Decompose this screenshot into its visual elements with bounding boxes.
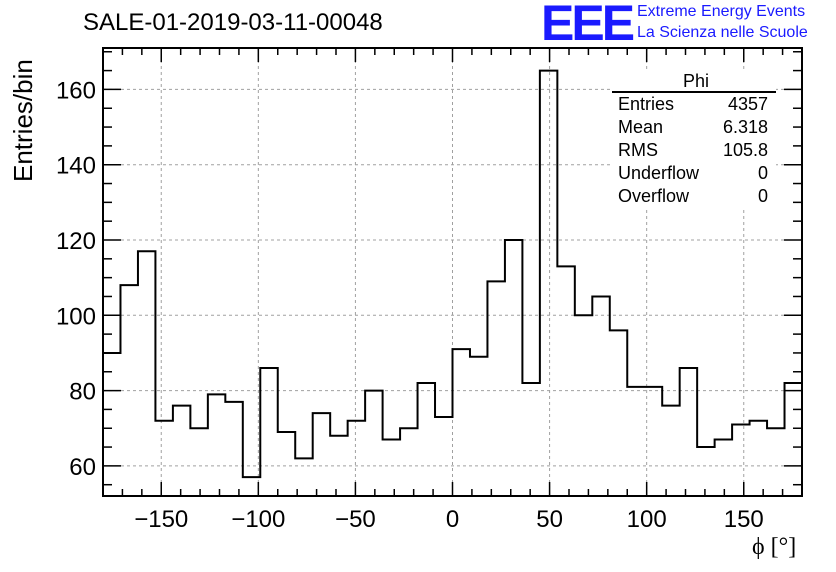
stats-value: 105.8 <box>722 140 768 160</box>
histogram-bin <box>138 251 155 496</box>
histogram-bin <box>190 428 207 496</box>
x-tick-labels: −150 −100 −50 0 50 100 150 <box>134 506 764 533</box>
x-tick-label: 150 <box>724 506 764 533</box>
histogram-bin <box>365 391 382 496</box>
stats-row-entries: Entries 4357 <box>612 93 776 116</box>
chart-title: SALE-01-2019-03-11-00048 <box>83 9 383 36</box>
stats-value: 6.318 <box>722 117 768 137</box>
histogram-bin <box>645 387 662 496</box>
histogram-bin <box>575 315 592 496</box>
histogram-bin <box>522 383 539 496</box>
histogram-bin <box>400 428 417 496</box>
histogram-bin <box>487 281 504 496</box>
histogram-bin <box>505 240 522 496</box>
stats-row-underflow: Underflow 0 <box>612 162 776 185</box>
histogram-bin <box>418 383 435 496</box>
stats-label: Overflow <box>618 186 690 206</box>
histogram-bin <box>453 349 470 496</box>
stats-title: Phi <box>612 71 776 93</box>
histogram-bin <box>313 413 330 496</box>
x-axis-label: ϕ [°] <box>752 534 797 560</box>
y-axis-label: Entries/bin <box>8 59 38 182</box>
x-tick-label: 100 <box>627 506 667 533</box>
x-tick-label: −150 <box>134 506 188 533</box>
stats-label: Mean <box>618 117 664 137</box>
y-tick-label: 80 <box>69 379 96 406</box>
stats-row-overflow: Overflow 0 <box>612 185 776 208</box>
histogram-bin <box>732 424 749 496</box>
stats-value: 0 <box>757 163 768 183</box>
eee-logo: EEE <box>541 0 635 51</box>
histogram-bin <box>767 428 784 496</box>
histogram-bin <box>278 432 295 496</box>
histogram-bin <box>155 421 172 496</box>
histogram-bin <box>540 71 557 496</box>
histogram-outline <box>103 69 802 479</box>
histogram-bin <box>103 353 120 496</box>
histogram-bin <box>173 406 190 496</box>
stats-value: 0 <box>757 186 768 206</box>
histogram-bin <box>610 330 627 496</box>
y-tick-label: 60 <box>69 454 96 481</box>
histogram-bin <box>557 266 574 496</box>
x-tick-label: 0 <box>446 506 459 533</box>
histogram-bin <box>750 421 767 496</box>
histogram-bin <box>348 421 365 496</box>
logo-caption-1: Extreme Energy Events <box>637 3 806 20</box>
logo-caption-2: La Scienza nelle Scuole <box>637 24 808 41</box>
histogram-bin <box>435 417 452 496</box>
x-tick-label: −100 <box>231 506 285 533</box>
stats-row-mean: Mean 6.318 <box>612 116 776 139</box>
histogram-bin <box>225 402 242 496</box>
plot-frame <box>102 47 803 497</box>
histogram-bin <box>470 357 487 496</box>
x-tick-label: −50 <box>335 506 376 533</box>
histogram-bin <box>697 447 714 496</box>
y-tick-labels: 60 80 100 120 140 160 <box>56 77 96 480</box>
histogram-bin <box>662 406 679 496</box>
axis-ticks <box>102 48 803 496</box>
stats-label: RMS <box>618 140 658 160</box>
histogram-bin <box>680 368 697 496</box>
stats-value: 4357 <box>727 94 768 114</box>
y-tick-label: 100 <box>56 303 96 330</box>
histogram-bin <box>785 383 802 496</box>
histogram-bin <box>715 440 732 496</box>
stats-label: Underflow <box>618 163 700 183</box>
y-tick-label: 160 <box>56 77 96 104</box>
histogram-bin <box>208 394 225 496</box>
y-tick-label: 120 <box>56 228 96 255</box>
x-tick-label: 50 <box>536 506 563 533</box>
stats-row-rms: RMS 105.8 <box>612 139 776 162</box>
histogram-bin <box>383 440 400 496</box>
stats-box: Phi Entries 4357 Mean 6.318 RMS 105.8 Un… <box>612 71 776 208</box>
y-tick-label: 140 <box>56 153 96 180</box>
stats-label: Entries <box>618 94 675 114</box>
histogram-bin <box>627 387 644 496</box>
histogram-bin <box>260 368 277 496</box>
